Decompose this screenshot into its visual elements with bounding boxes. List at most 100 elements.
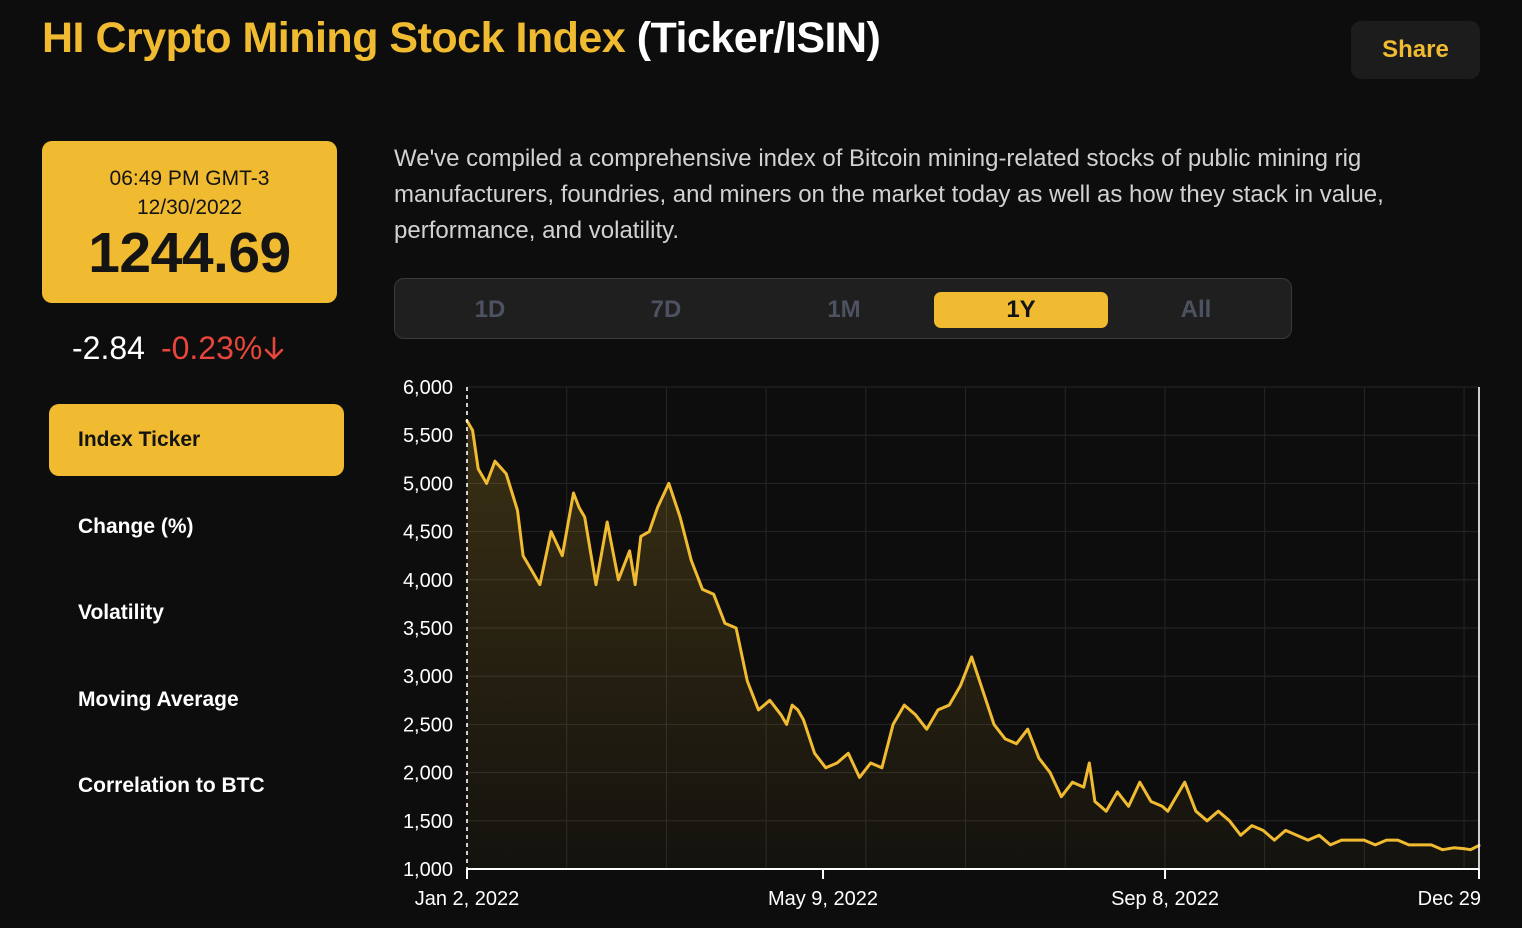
data-point xyxy=(1228,820,1230,822)
data-point xyxy=(1083,786,1085,788)
nav-item-moving-average[interactable]: Moving Average xyxy=(78,687,239,711)
price-card: 06:49 PM GMT-3 12/30/2022 1244.69 xyxy=(42,141,337,303)
y-tick-label: 4,500 xyxy=(403,522,453,544)
data-point xyxy=(628,550,630,552)
data-point xyxy=(1441,849,1443,851)
nav-item-volatility[interactable]: Volatility xyxy=(78,601,164,624)
data-point xyxy=(516,509,518,511)
data-point xyxy=(578,506,580,508)
nav-item-change[interactable]: Change (%) xyxy=(78,514,194,538)
data-point xyxy=(1038,757,1040,759)
y-tick-label: 1,000 xyxy=(403,859,453,881)
data-point xyxy=(858,776,860,778)
data-point xyxy=(1329,844,1331,846)
data-point xyxy=(1318,834,1320,836)
data-point xyxy=(1262,829,1264,831)
data-point xyxy=(1340,839,1342,841)
data-point xyxy=(1240,834,1242,836)
x-tick-label: Sep 8, 2022 xyxy=(1111,888,1219,910)
price-date: 12/30/2022 xyxy=(136,196,243,219)
page-title-suffix: (Ticker/ISIN) xyxy=(636,14,881,62)
data-point xyxy=(550,530,552,532)
data-point xyxy=(836,762,838,764)
data-point xyxy=(1385,839,1387,841)
data-point xyxy=(1116,791,1118,793)
data-point xyxy=(528,564,530,566)
data-point xyxy=(970,656,972,658)
data-point xyxy=(679,516,681,518)
index-chart: 1,000 1,500 2,000 2,500 3,000 3,500 4,000 4,500… xyxy=(403,377,1481,910)
data-point xyxy=(1307,839,1309,841)
data-point xyxy=(1015,743,1017,745)
tab-7d[interactable]: 7D xyxy=(650,296,682,323)
y-tick-label: 6,000 xyxy=(403,377,453,399)
data-point xyxy=(1419,844,1421,846)
metric-nav: Index Ticker Change (%) Volatility Movin… xyxy=(49,404,344,837)
tab-1d[interactable]: 1D xyxy=(474,296,506,323)
x-tick-label: Dec 29 xyxy=(1418,888,1481,910)
nav-item-correlation-btc[interactable]: Correlation to BTC xyxy=(78,774,265,797)
data-point xyxy=(522,555,524,557)
data-point xyxy=(937,709,939,711)
nav-item-index-ticker[interactable]: Index Ticker xyxy=(49,404,344,476)
data-point xyxy=(485,482,487,484)
data-point xyxy=(584,516,586,518)
data-point xyxy=(1374,844,1376,846)
tab-1m[interactable]: 1M xyxy=(827,296,861,323)
data-point xyxy=(1363,839,1365,841)
data-point xyxy=(713,593,715,595)
y-tick-label: 5,000 xyxy=(403,473,453,495)
data-point xyxy=(561,555,563,557)
data-point xyxy=(505,473,507,475)
data-point xyxy=(1004,738,1006,740)
share-button[interactable]: Share xyxy=(1351,21,1480,79)
data-point xyxy=(572,492,574,494)
data-point xyxy=(1469,849,1471,851)
data-point xyxy=(785,723,787,725)
data-point xyxy=(606,521,608,523)
data-point xyxy=(959,685,961,687)
change-percent-value: -0.23% xyxy=(160,330,263,366)
data-point xyxy=(847,752,849,754)
data-point xyxy=(1273,839,1275,841)
data-point xyxy=(1027,728,1029,730)
change-absolute: -2.84 xyxy=(72,330,145,366)
data-point xyxy=(1127,805,1129,807)
data-point xyxy=(948,704,950,706)
x-tick-label: May 9, 2022 xyxy=(768,888,878,910)
data-point xyxy=(539,583,541,585)
y-tick-label: 2,000 xyxy=(403,763,453,785)
page-title: HI Crypto Mining Stock Index (Ticker/ISI… xyxy=(42,14,881,63)
y-tick-label: 3,000 xyxy=(403,666,453,688)
data-point xyxy=(746,680,748,682)
range-tabs: 1D 7D 1M 1Y All xyxy=(394,278,1292,339)
data-point xyxy=(993,723,995,725)
change-percent: -0.23% xyxy=(161,330,284,367)
data-point xyxy=(724,622,726,624)
data-point xyxy=(757,709,759,711)
data-point xyxy=(735,627,737,629)
data-point xyxy=(1284,829,1286,831)
data-point xyxy=(1105,810,1107,812)
data-point xyxy=(656,506,658,508)
series-area xyxy=(467,420,1479,869)
data-point xyxy=(1206,820,1208,822)
data-point xyxy=(881,767,883,769)
price-time: 06:49 PM GMT-3 xyxy=(109,167,270,190)
data-point xyxy=(1296,834,1298,836)
data-point xyxy=(1094,800,1096,802)
data-point xyxy=(1049,771,1051,773)
data-point xyxy=(1195,810,1197,812)
data-point xyxy=(825,767,827,769)
data-point xyxy=(668,482,670,484)
data-point xyxy=(1217,810,1219,812)
arrow-down-icon xyxy=(265,336,284,360)
page-title-accent: HI Crypto Mining Stock Index xyxy=(42,14,626,62)
series-line xyxy=(465,419,1481,852)
tab-1y[interactable]: 1Y xyxy=(934,292,1108,328)
tab-all[interactable]: All xyxy=(1180,296,1212,323)
data-point xyxy=(870,762,872,764)
data-point xyxy=(1251,824,1253,826)
y-tick-label: 2,500 xyxy=(403,714,453,736)
